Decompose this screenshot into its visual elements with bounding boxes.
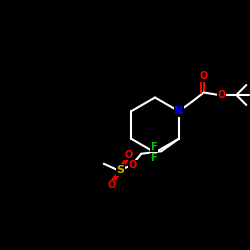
Text: O: O <box>128 160 137 170</box>
Text: O: O <box>125 150 133 160</box>
Text: O: O <box>200 71 208 81</box>
Text: O: O <box>218 90 226 100</box>
Text: F: F <box>150 142 157 152</box>
Text: O: O <box>107 180 116 190</box>
Text: F: F <box>150 153 157 163</box>
Text: S: S <box>116 165 124 175</box>
Text: N: N <box>174 106 184 116</box>
